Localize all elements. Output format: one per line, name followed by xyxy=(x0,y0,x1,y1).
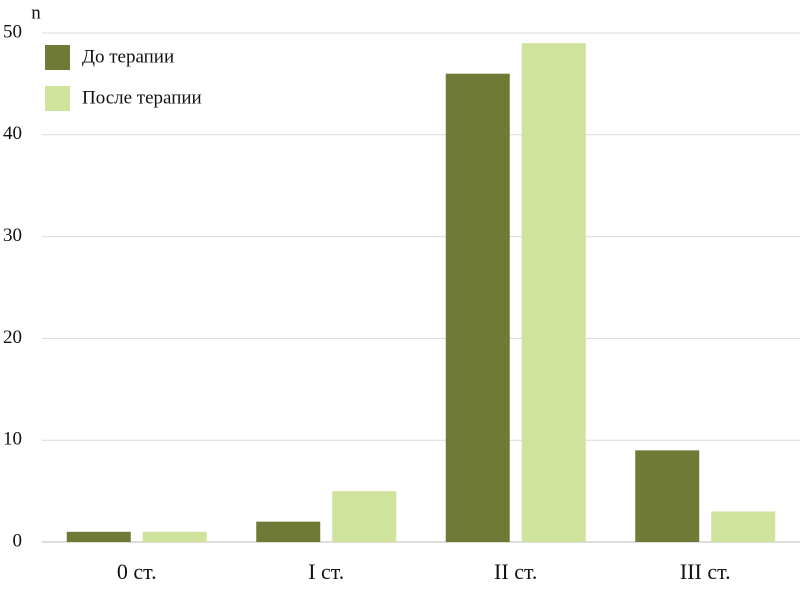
legend-label: После терапии xyxy=(82,87,202,108)
y-tick-label: 40 xyxy=(3,123,22,144)
y-tick-label: 0 xyxy=(13,530,23,551)
legend-swatch xyxy=(45,45,70,70)
legend-label: До терапии xyxy=(82,46,174,67)
bar xyxy=(256,521,321,542)
bar xyxy=(445,73,510,542)
y-tick-label: 30 xyxy=(3,225,22,246)
bar xyxy=(332,491,397,542)
y-tick-label: 20 xyxy=(3,327,22,348)
x-tick-label: I ст. xyxy=(308,559,344,584)
bar xyxy=(635,450,700,542)
x-tick-label: II ст. xyxy=(494,559,537,584)
legend-swatch xyxy=(45,86,70,111)
y-tick-label: 50 xyxy=(3,21,22,42)
bar xyxy=(521,43,586,543)
bar xyxy=(142,531,207,542)
y-axis-label: n xyxy=(31,2,41,23)
bar xyxy=(66,531,131,542)
x-tick-label: 0 ст. xyxy=(117,559,157,584)
y-tick-label: 10 xyxy=(3,429,22,450)
bar xyxy=(711,511,776,542)
x-tick-label: III ст. xyxy=(680,559,731,584)
